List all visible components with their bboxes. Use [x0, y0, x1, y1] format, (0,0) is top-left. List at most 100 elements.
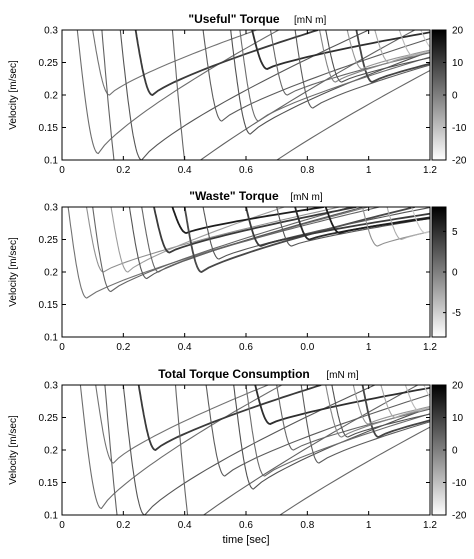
contour-line — [352, 385, 430, 425]
x-tick-label: 1 — [366, 165, 372, 176]
plot-frame — [61, 29, 431, 161]
contour-line — [85, 207, 340, 273]
contour-line — [386, 207, 430, 241]
contour-line — [398, 30, 430, 57]
contour-line — [380, 385, 430, 419]
contour-line — [300, 385, 430, 464]
colorbar-tick-label: 0 — [452, 91, 458, 102]
contour-line — [423, 385, 430, 399]
contour-line — [374, 30, 430, 64]
x-tick-label: 1.2 — [423, 165, 437, 176]
x-tick-label: 0.6 — [239, 342, 253, 353]
y-tick-label: 0.3 — [44, 203, 58, 214]
contour-line — [202, 207, 430, 260]
y-tick-label: 0.2 — [44, 446, 58, 457]
y-tick-label: 0.15 — [39, 300, 59, 311]
contour-line — [101, 30, 415, 160]
chart-title-unit: [mN m] — [290, 192, 322, 203]
colorbar-tick-label: -10 — [452, 478, 467, 489]
contour-line — [92, 30, 257, 96]
contour-line — [205, 385, 430, 477]
y-axis-label: Velocity [m/sec] — [8, 237, 19, 307]
contour-line — [269, 30, 430, 96]
contour-line — [245, 207, 430, 247]
x-tick-label: 0.2 — [116, 165, 130, 176]
y-tick-label: 0.25 — [39, 413, 59, 424]
contour-line — [119, 30, 369, 160]
colorbar-tick-label: 0 — [452, 268, 458, 279]
y-tick-label: 0.15 — [39, 478, 59, 489]
contour-line — [137, 385, 322, 451]
x-tick-label: 0.2 — [116, 520, 130, 531]
contour-line — [325, 385, 430, 438]
contour-line — [355, 30, 430, 83]
contour-line — [251, 30, 430, 70]
y-tick-label: 0.25 — [39, 58, 59, 69]
y-tick-label: 0.1 — [44, 333, 58, 344]
x-tick-label: 0.6 — [239, 165, 253, 176]
y-tick-label: 0.2 — [44, 268, 58, 279]
contour-lines — [76, 30, 430, 160]
colorbar-tick-label: 10 — [452, 58, 464, 69]
chart-title: "Useful" Torque — [188, 12, 279, 26]
colorbar-tick-label: -20 — [452, 156, 467, 167]
x-tick-label: 0.6 — [239, 520, 253, 531]
y-tick-label: 0.15 — [39, 123, 59, 134]
x-tick-label: 0.2 — [116, 342, 130, 353]
chart-title-unit: [mN m] — [326, 370, 358, 381]
colorbar-tick-label: 0 — [452, 446, 458, 457]
y-tick-label: 0.3 — [44, 381, 58, 392]
chart-panel-1: "Useful" Torque [mN m] 0 0.2 0.4 0.6 0.8 1 1.2 0.… — [8, 12, 467, 176]
x-tick-label: 1.2 — [423, 520, 437, 531]
contour-line — [153, 207, 357, 254]
contour-line — [134, 30, 319, 96]
contour-line — [245, 385, 430, 477]
y-tick-label: 0.3 — [44, 26, 58, 37]
x-tick-label: 0.4 — [178, 165, 192, 176]
chart-panel-2: "Waste" Torque [mN m] 0 0.2 0.4 0.6 0.0 1 1.2 0.1… — [8, 189, 461, 353]
contour-line — [319, 30, 430, 83]
contour-line — [239, 30, 430, 122]
chart-title: Total Torque Consumption — [158, 367, 310, 381]
contour-line — [104, 385, 418, 515]
contour-line — [174, 385, 430, 515]
x-tick-label: 0.4 — [178, 520, 192, 531]
colorbar-tick-label: -20 — [452, 511, 467, 522]
contour-line — [324, 207, 430, 234]
contour-line — [411, 207, 430, 234]
x-tick-label: 0.4 — [178, 342, 192, 353]
x-tick-label: 0 — [59, 165, 65, 176]
colorbar-tick-label: 10 — [452, 413, 464, 424]
chart-panel-3: Total Torque Consumption [mN m] 0 0.2 0.4 0.6… — [8, 367, 467, 546]
contour-line — [183, 207, 415, 273]
contour-line — [202, 30, 430, 122]
contour-line — [95, 385, 269, 464]
contour-line — [361, 207, 430, 247]
x-tick-label: 0.8 — [300, 520, 314, 531]
contour-line — [294, 30, 430, 109]
contour-lines — [79, 385, 430, 515]
contour-line — [404, 385, 430, 412]
contour-line — [420, 30, 430, 48]
x-tick-label: 0 — [59, 342, 65, 353]
y-tick-label: 0.25 — [39, 235, 59, 246]
x-tick-label: 1.2 — [423, 342, 437, 353]
contour-line — [171, 30, 430, 160]
contour-line — [276, 385, 430, 451]
x-tick-label: 1 — [366, 520, 372, 531]
contour-line — [92, 207, 351, 293]
chart-title-unit: [mN m] — [294, 15, 326, 26]
y-tick-label: 0.2 — [44, 91, 58, 102]
y-axis-label: Velocity [m/sec] — [8, 60, 19, 130]
contour-lines — [67, 207, 430, 299]
colorbar-tick-label: -5 — [452, 308, 461, 319]
x-tick-label: 1 — [366, 342, 372, 353]
contour-line — [122, 385, 376, 515]
chart-title: "Waste" Torque — [189, 189, 279, 203]
colorbar-tick-label: 20 — [452, 381, 464, 392]
x-axis-label: time [sec] — [222, 534, 269, 546]
contour-line — [110, 207, 285, 273]
y-tick-label: 0.1 — [44, 156, 58, 167]
contour-line — [325, 30, 430, 83]
